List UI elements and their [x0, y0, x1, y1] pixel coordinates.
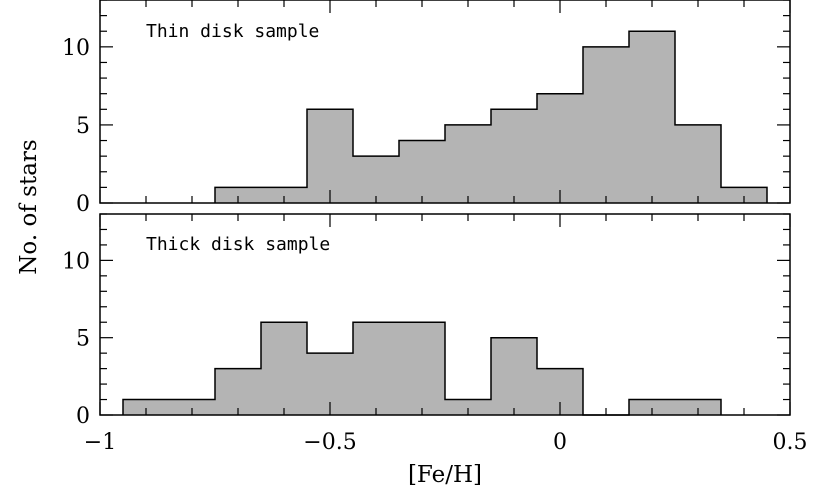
histogram-bar — [629, 399, 675, 415]
histogram-bar — [353, 156, 399, 203]
y-tick-label: 0 — [76, 192, 90, 217]
histogram-bar — [445, 124, 491, 203]
histogram-bar — [399, 140, 445, 203]
histogram-bar — [629, 31, 675, 203]
histogram-bar — [353, 322, 399, 415]
x-axis-label: [Fe/H] — [408, 462, 482, 488]
x-tick-label: 0 — [553, 430, 567, 455]
y-tick-label: 10 — [62, 249, 90, 274]
y-tick-label: 5 — [76, 327, 90, 352]
histogram-bar — [215, 368, 261, 415]
histogram-outline — [214, 30, 768, 203]
histogram-bar — [399, 322, 445, 415]
histogram-bar — [169, 399, 215, 415]
histogram-bar — [261, 322, 307, 415]
x-tick-label: 0.5 — [773, 430, 808, 455]
plot-frame — [99, 213, 791, 416]
histogram-bar — [491, 109, 537, 203]
histogram-bar — [261, 187, 307, 203]
panel-title-thick-disk: Thick disk sample — [146, 234, 330, 255]
histogram-bar — [537, 93, 583, 203]
histogram-bar — [675, 399, 721, 415]
histogram-bar — [675, 124, 721, 203]
histogram-bar — [307, 109, 353, 203]
x-tick-label: −1 — [84, 430, 116, 455]
histogram-bar — [215, 187, 261, 203]
histogram-bar — [491, 337, 537, 415]
x-tick-label: −0.5 — [303, 430, 356, 455]
histogram-bar — [721, 187, 767, 203]
plot-frame — [99, 0, 791, 204]
histogram-bar — [445, 399, 491, 415]
thin-disk-panel: 0 5 10 Thin disk sample — [62, 0, 791, 217]
histogram-bar — [583, 46, 629, 203]
panel-title-thin-disk: Thin disk sample — [146, 21, 319, 42]
y-axis-label: No. of stars — [16, 139, 42, 274]
y-tick-label: 0 — [76, 404, 90, 429]
y-tick-label: 5 — [76, 114, 90, 139]
y-tick-label: 10 — [62, 36, 90, 61]
histogram-bar — [123, 399, 169, 415]
thick-disk-panel: 0 5 10 −1 −0.5 0 0.5 Thick disk sample — [62, 213, 808, 455]
